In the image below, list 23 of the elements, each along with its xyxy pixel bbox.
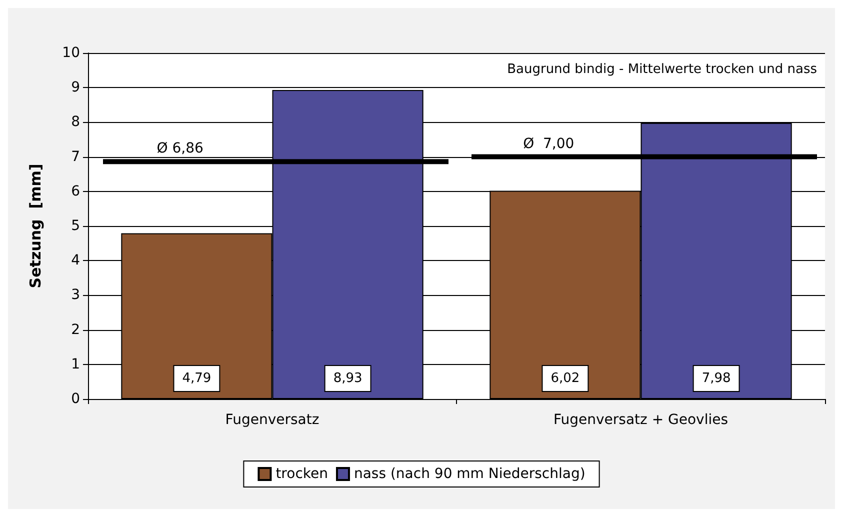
data-label: 7,98 <box>702 371 731 386</box>
x-tick-label: Fugenversatz + Geovlies <box>553 412 728 428</box>
y-tick-label: 6 <box>71 183 80 200</box>
y-tick-label: 10 <box>62 45 80 61</box>
y-axis-title: Setzung [mm] <box>26 164 44 288</box>
data-label: 4,79 <box>182 371 212 386</box>
y-tick-label: 4 <box>71 252 80 269</box>
data-label: 8,93 <box>333 371 362 386</box>
ref-line-label: Ø 6,86 <box>156 140 204 157</box>
y-tick-label: 2 <box>71 322 80 338</box>
y-tick-label: 9 <box>71 80 80 96</box>
y-tick-label: 0 <box>71 391 80 407</box>
annotation: Baugrund bindig - Mittelwerte trocken und nass <box>507 62 818 77</box>
y-tick-label: 1 <box>71 356 80 372</box>
y-tick-label: 7 <box>71 148 80 165</box>
ref-line-label: Ø 7,00 <box>523 136 574 152</box>
y-tick-label: 3 <box>71 287 80 304</box>
y-tick-label: 5 <box>71 218 80 234</box>
legend-label: trocken <box>276 466 328 482</box>
y-tick-label: 8 <box>71 114 80 130</box>
x-tick-label: Fugenversatz <box>225 412 320 428</box>
legend-label: nass (nach 90 mm Niederschlag) <box>354 466 586 482</box>
data-label: 6,02 <box>550 371 580 386</box>
